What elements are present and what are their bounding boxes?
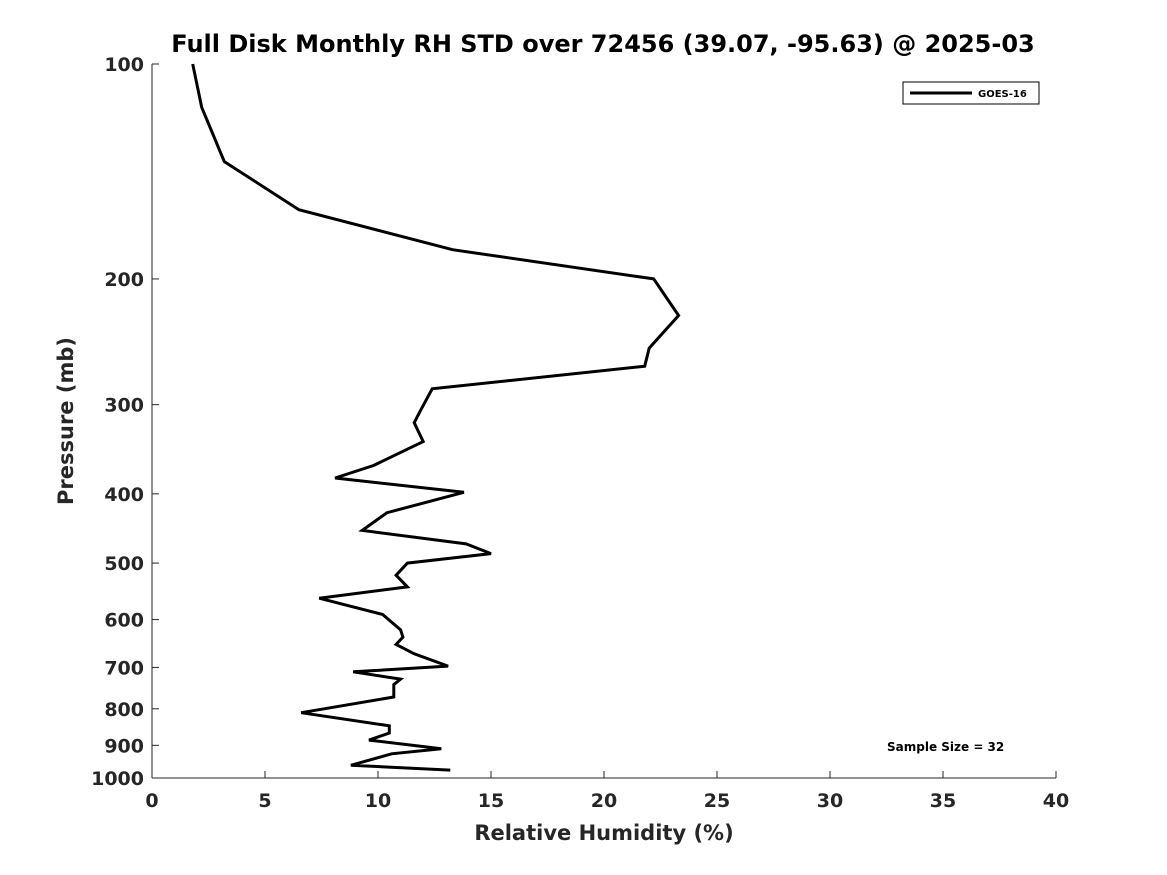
x-tick-label: 30 — [817, 790, 843, 812]
y-tick-label: 700 — [104, 657, 144, 679]
legend-label-goes-16: GOES-16 — [978, 89, 1027, 100]
y-axis-label: Pressure (mb) — [54, 337, 78, 505]
y-tick-label: 200 — [104, 269, 144, 291]
y-tick-label: 1000 — [91, 768, 144, 790]
legend: GOES-16 — [902, 81, 1040, 105]
x-tick-label: 0 — [145, 790, 158, 812]
x-tick-label: 10 — [365, 790, 391, 812]
y-tick-label: 800 — [104, 699, 144, 721]
y-tick-label: 100 — [104, 54, 144, 76]
series-line-goes-16 — [191, 63, 681, 772]
y-tick-label: 400 — [104, 484, 144, 506]
x-tick-label: 20 — [591, 790, 617, 812]
series-lines — [191, 63, 681, 772]
x-tick-label: 40 — [1043, 790, 1069, 812]
x-axis-label: Relative Humidity (%) — [474, 821, 733, 845]
x-tick-label: 35 — [930, 790, 956, 812]
chart-title: Full Disk Monthly RH STD over 72456 (39.… — [171, 30, 1034, 58]
x-ticks: 0 5 10 15 20 25 30 35 40 — [145, 771, 1069, 812]
y-ticks: 100 200 300 400 500 600 700 800 900 1000 — [91, 54, 159, 790]
y-tick-label: 500 — [104, 553, 144, 575]
y-tick-label: 900 — [104, 735, 144, 757]
y-tick-label: 600 — [104, 610, 144, 632]
x-tick-label: 15 — [478, 790, 504, 812]
sample-size-annotation: Sample Size = 32 — [887, 740, 1004, 754]
x-tick-label: 25 — [704, 790, 730, 812]
plot-area: 0 5 10 15 20 25 30 35 40 100 200 300 400 500 600 700 80… — [91, 54, 1069, 812]
x-tick-label: 5 — [258, 790, 271, 812]
y-tick-label: 300 — [104, 395, 144, 417]
